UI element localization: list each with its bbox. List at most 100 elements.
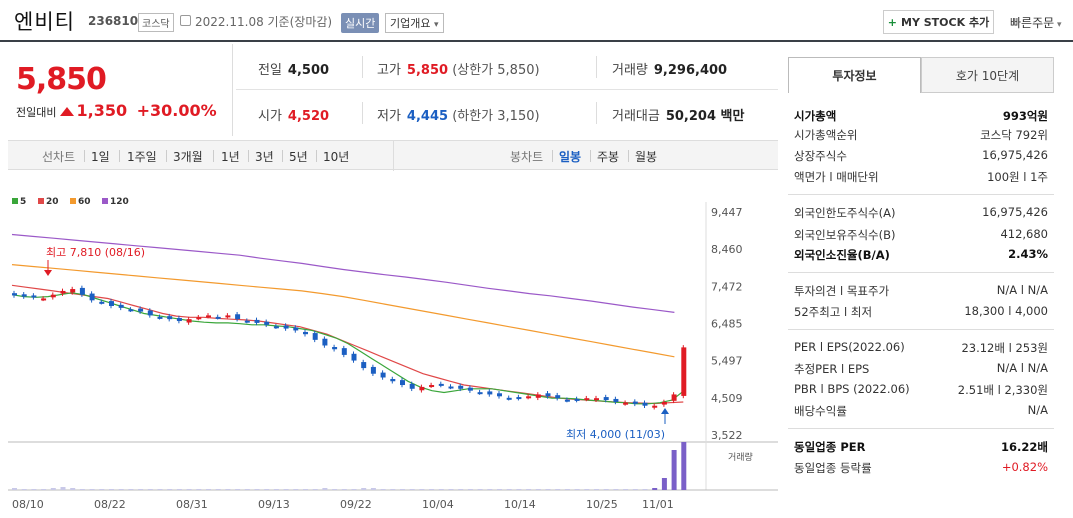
stock-header: 엔비티 236810 코스닥 2022.11.08 기준(장마감) 실시간 기업… xyxy=(0,0,1073,42)
mystock-add-button[interactable]: + MY STOCK 추가 xyxy=(883,10,994,34)
x-tick-label: 08/22 xyxy=(94,498,126,511)
x-tick-label: 08/10 xyxy=(12,498,44,511)
tab-weekly[interactable]: 주봉 xyxy=(597,150,620,164)
candle-body xyxy=(138,308,144,312)
candle-body xyxy=(390,378,396,382)
current-price: 5,850 xyxy=(16,62,107,97)
stock-chart[interactable]: 5 20 60 120 9,447 8,460 7,472 6,485 5,497 4,5… xyxy=(8,190,778,518)
info-row: 상장주식수 16,975,426 xyxy=(794,148,1048,163)
candle-body xyxy=(12,293,17,296)
candle-body xyxy=(244,320,250,323)
candle-body xyxy=(322,338,328,346)
candle-body xyxy=(264,321,270,325)
volume-bar xyxy=(128,489,134,490)
volume-bar xyxy=(467,489,473,490)
open-price: 시가 4,520 xyxy=(258,109,330,124)
tab-1day[interactable]: 1일 xyxy=(91,150,110,164)
quick-order-button[interactable]: 빠른주문 ▾ xyxy=(1010,14,1062,31)
high-marker-icon xyxy=(44,270,52,276)
chart-period-tabs: 선차트 1일 1주일 3개월 1년 3년 5년 10년 봉차트 일봉 주봉 월봉 xyxy=(8,140,778,171)
volume-bar xyxy=(497,489,502,490)
candle-body xyxy=(497,393,502,397)
volume-bar xyxy=(196,489,202,490)
candle-body xyxy=(419,386,425,391)
volume-bar xyxy=(118,489,124,490)
x-tick-label: 10/25 xyxy=(586,498,618,511)
tab-line-chart[interactable]: 선차트 xyxy=(42,150,76,164)
candle-body xyxy=(351,353,357,361)
realtime-button[interactable]: 실시간 xyxy=(341,13,380,33)
stock-code: 236810 xyxy=(88,14,139,28)
volume-bar xyxy=(370,488,376,490)
candle-body xyxy=(41,298,47,301)
chevron-down-icon: ▾ xyxy=(1054,20,1062,30)
candle-body xyxy=(312,333,318,340)
y-tick-label: 7,472 xyxy=(711,280,743,293)
candle-body xyxy=(70,289,76,293)
candle-body xyxy=(642,402,648,406)
volume-bar xyxy=(584,489,590,490)
volume-bar xyxy=(652,488,658,490)
stock-name: 엔비티 xyxy=(14,10,75,34)
clock-icon xyxy=(180,15,191,26)
volume-bar xyxy=(293,489,299,490)
volume-bar xyxy=(235,489,241,490)
tab-candle-chart[interactable]: 봉차트 xyxy=(510,150,544,164)
tab-10year[interactable]: 10년 xyxy=(323,150,350,164)
x-tick-label: 11/01 xyxy=(642,498,674,511)
tab-daily[interactable]: 일봉 xyxy=(559,150,582,164)
candle-body xyxy=(89,293,95,301)
candle-body xyxy=(50,294,56,298)
volume-bar xyxy=(12,488,17,490)
up-arrow-icon xyxy=(60,107,75,116)
candle-body xyxy=(429,385,435,388)
ma5-line xyxy=(11,292,685,405)
legend-ma120: 120 xyxy=(110,197,129,207)
candle-body xyxy=(99,301,105,304)
tab-monthly[interactable]: 월봉 xyxy=(635,150,658,164)
tab-1week[interactable]: 1주일 xyxy=(127,150,157,164)
prev-close: 전일 4,500 xyxy=(258,63,330,78)
candle-body xyxy=(167,316,173,320)
tab-invest-info[interactable]: 투자정보 xyxy=(788,57,921,93)
volume-bar xyxy=(186,489,192,490)
candle-body xyxy=(477,392,483,395)
tab-5year[interactable]: 5년 xyxy=(289,150,308,164)
candle-body xyxy=(186,319,192,323)
volume-bar xyxy=(31,489,37,490)
volume-bar xyxy=(574,489,580,490)
tab-3month[interactable]: 3개월 xyxy=(173,150,203,164)
volume-bar xyxy=(244,489,250,490)
volume-bar xyxy=(361,488,367,490)
candle-body xyxy=(467,387,473,391)
candle-body xyxy=(623,402,629,405)
tab-1year[interactable]: 1년 xyxy=(221,150,240,164)
candle-body xyxy=(409,383,415,389)
y-tick-label: 3,522 xyxy=(711,429,743,442)
volume-bar xyxy=(322,488,328,490)
chevron-down-icon: ▾ xyxy=(433,20,439,30)
plus-icon: + xyxy=(887,15,898,29)
volume-bar xyxy=(642,489,648,490)
tab-orderbook[interactable]: 호가 10단계 xyxy=(921,57,1054,93)
candle-body xyxy=(206,315,211,318)
chart-legend: 5 20 60 120 xyxy=(12,197,129,207)
volume-bar xyxy=(21,489,27,490)
y-tick-label: 5,497 xyxy=(711,355,743,368)
tab-3year[interactable]: 3년 xyxy=(255,150,274,164)
legend-ma60: 60 xyxy=(78,197,91,207)
change-rate: +30.00% xyxy=(136,101,217,120)
volume-bar xyxy=(390,489,396,490)
volume-bar xyxy=(506,489,512,490)
volume-bar xyxy=(603,489,609,490)
candle-body xyxy=(215,316,221,319)
volume-bar xyxy=(312,489,318,490)
candle-body xyxy=(438,383,444,386)
candle-body xyxy=(564,399,570,402)
candle-body xyxy=(225,315,231,318)
volume-bar xyxy=(206,489,211,490)
candle-body xyxy=(361,362,367,369)
candle-body xyxy=(535,394,541,398)
corp-info-dropdown[interactable]: 기업개요 ▾ xyxy=(385,13,444,33)
volume-bar xyxy=(254,489,260,490)
